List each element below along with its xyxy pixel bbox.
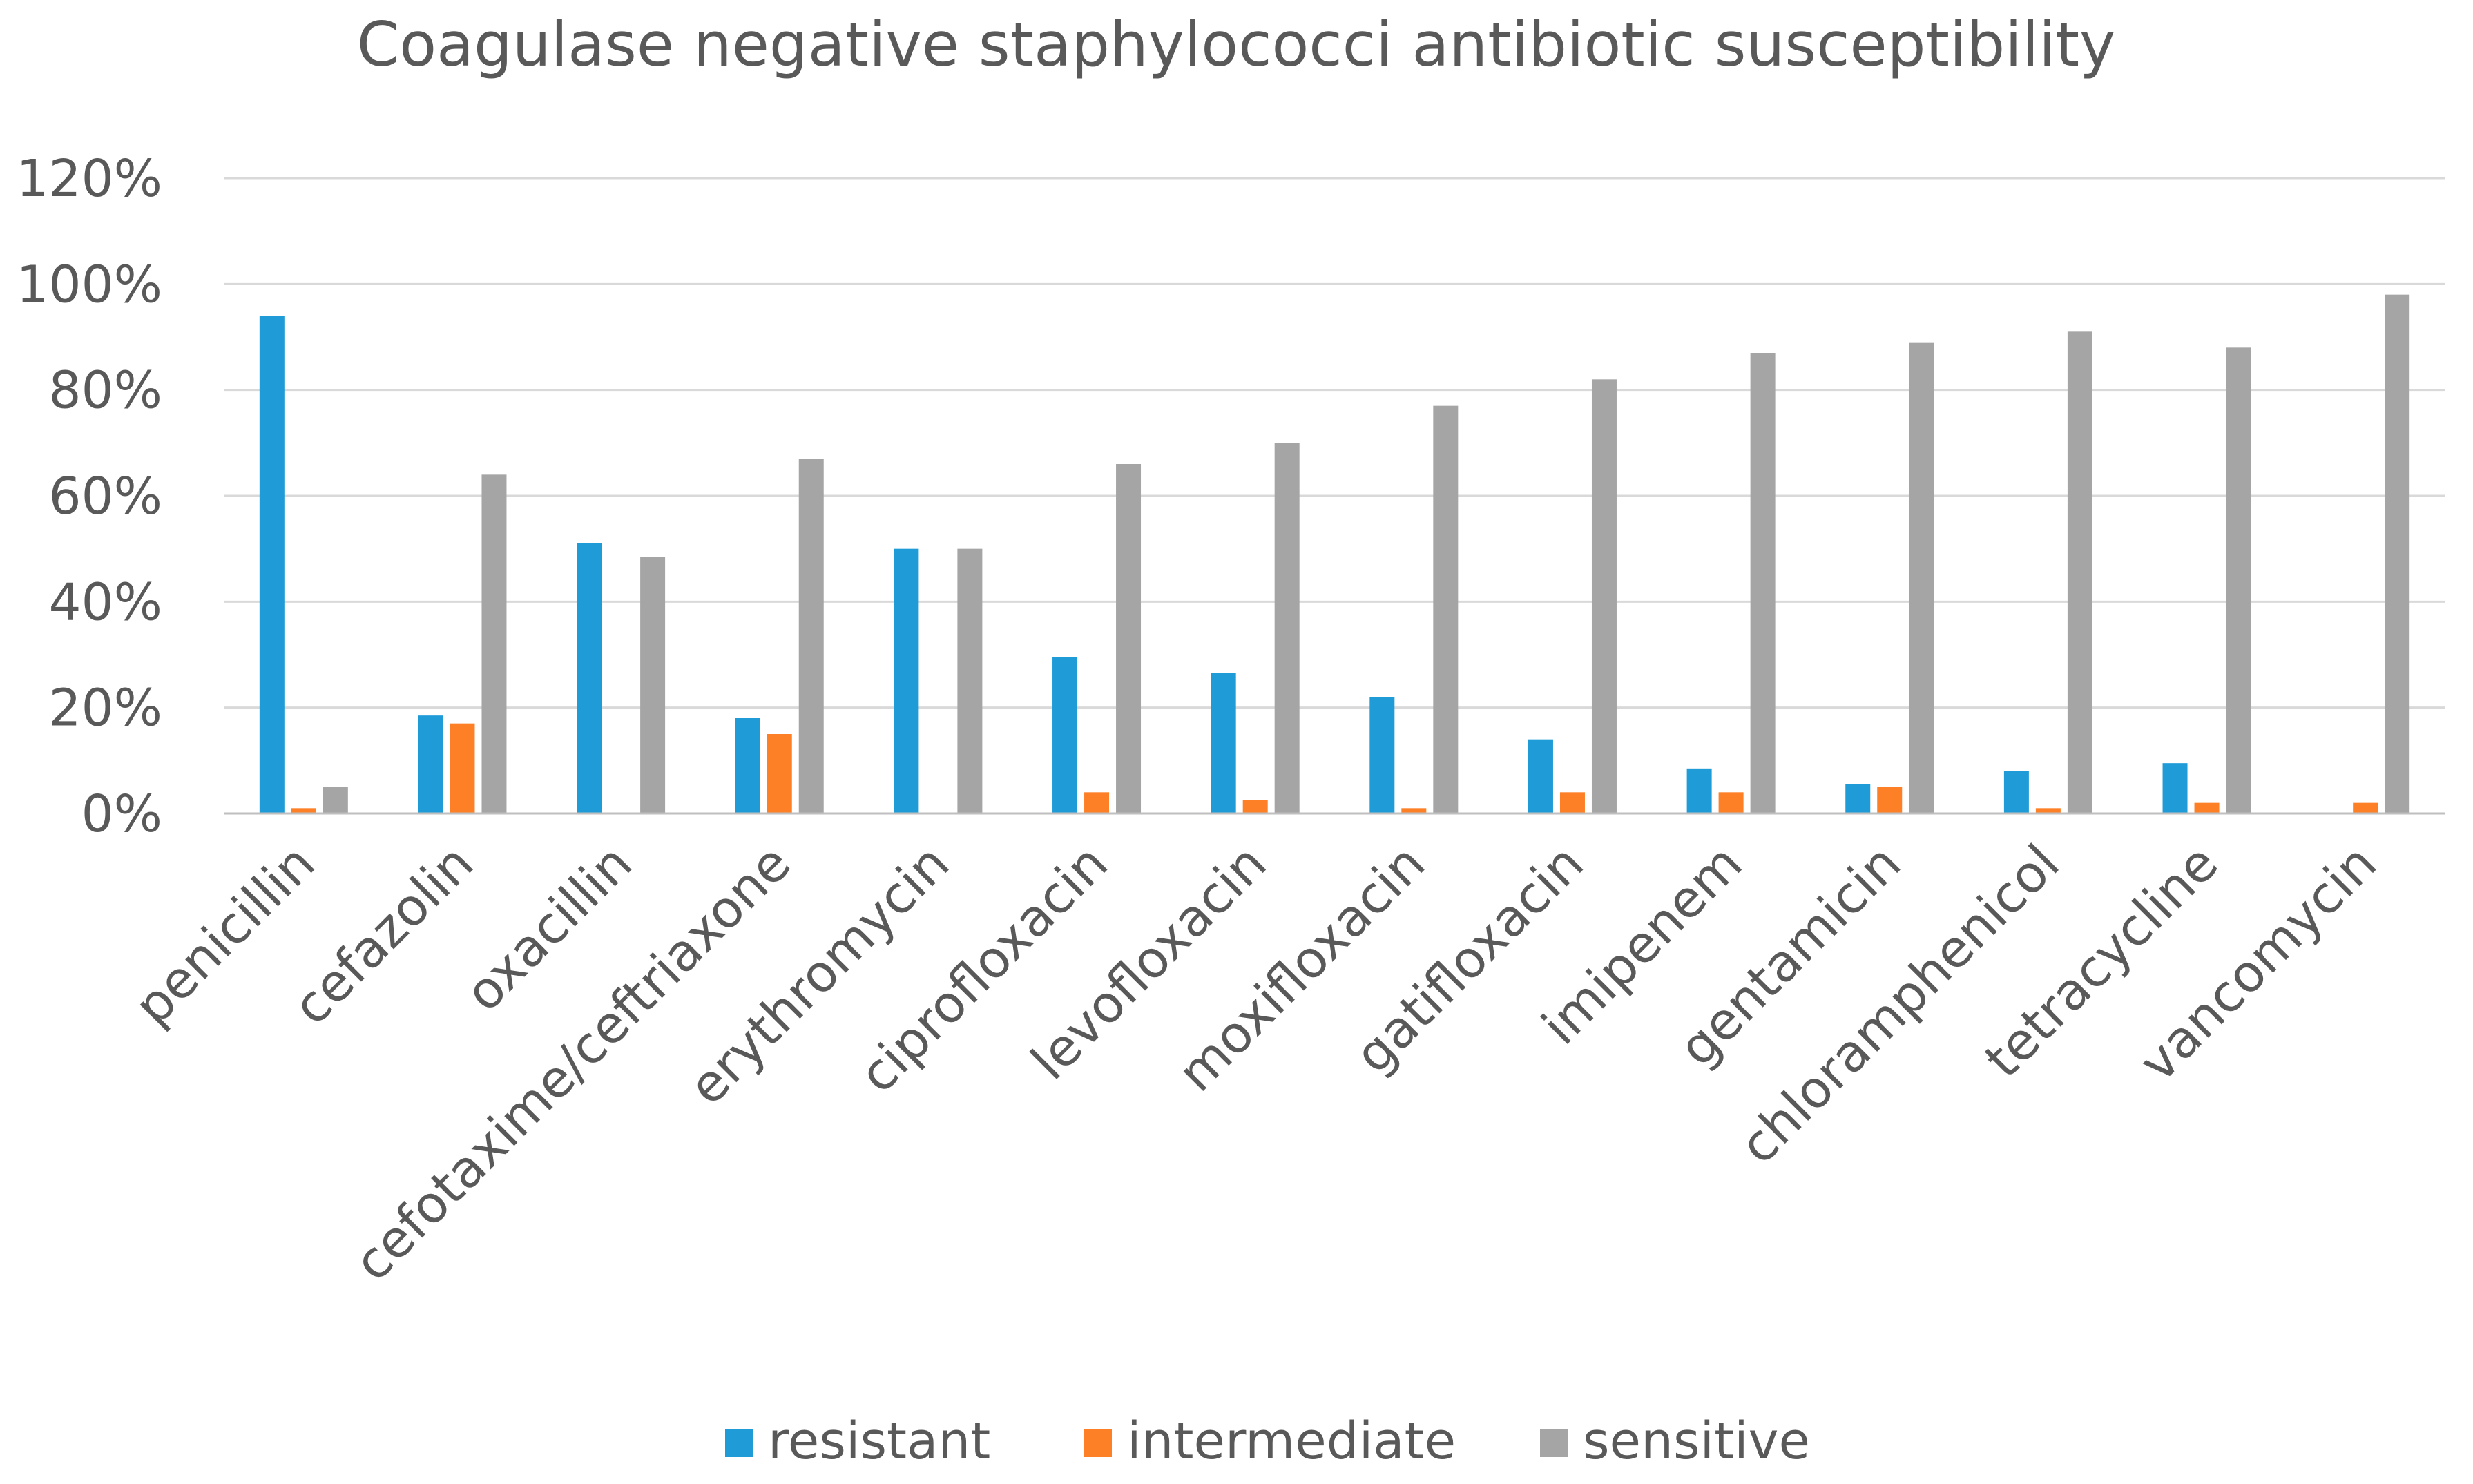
chart-title: Coagulase negative staphylococci antibio… [357, 9, 2115, 80]
bar-intermediate-imipenem [1718, 792, 1744, 813]
legend-label-resistant: resistant [768, 1411, 990, 1471]
bar-intermediate-gentamicin [1877, 787, 1903, 813]
y-tick-label: 120% [16, 149, 162, 209]
bar-resistant-gentamicin [1845, 784, 1871, 813]
bar-resistant-chloramphenicol [2003, 771, 2029, 813]
bars [259, 294, 2410, 814]
bar-sensitive-gentamicin [1909, 342, 1934, 814]
legend-swatch-intermediate [1084, 1429, 1112, 1457]
bar-sensitive-tetracycline [2226, 347, 2251, 813]
y-tick-label: 100% [16, 255, 162, 314]
y-tick-label: 20% [49, 679, 162, 738]
bar-intermediate-cefazolin [450, 723, 475, 813]
bar-sensitive-gatifloxacin [1591, 379, 1617, 813]
legend-swatch-resistant [725, 1429, 753, 1457]
legend-label-intermediate: intermediate [1127, 1411, 1456, 1471]
legend-swatch-sensitive [1540, 1429, 1568, 1457]
bar-resistant-cefotaxime-ceftriaxone [735, 718, 760, 813]
bar-resistant-erythromycin [894, 548, 919, 813]
bar-sensitive-cefazolin [481, 474, 507, 813]
y-tick-label: 80% [49, 361, 162, 421]
bar-resistant-tetracycline [2162, 763, 2188, 813]
bar-resistant-levofloxacin [1211, 673, 1236, 813]
bar-sensitive-vancomycin [2385, 294, 2410, 814]
y-tick-label: 60% [49, 467, 162, 526]
bar-sensitive-ciprofloxacin [1116, 464, 1142, 813]
bar-resistant-ciprofloxacin [1052, 657, 1078, 813]
bar-intermediate-penicillin [291, 808, 316, 813]
gridlines [224, 177, 2445, 709]
bar-resistant-cefazolin [418, 715, 443, 813]
bar-resistant-moxifloxacin [1369, 697, 1395, 813]
bar-sensitive-imipenem [1750, 353, 1776, 813]
bar-intermediate-vancomycin [2353, 802, 2378, 813]
bar-sensitive-levofloxacin [1274, 443, 1300, 813]
legend: resistant intermediate sensitive [725, 1411, 1810, 1471]
bar-resistant-oxacillin [577, 543, 602, 813]
category-labels: penicillincefazolinoxacillincefotaxime/c… [124, 833, 2388, 1293]
bar-intermediate-gatifloxacin [1559, 792, 1585, 813]
bar-resistant-penicillin [259, 316, 285, 813]
bar-intermediate-cefotaxime-ceftriaxone [767, 734, 792, 813]
bar-intermediate-ciprofloxacin [1084, 792, 1110, 813]
bar-sensitive-chloramphenicol [2067, 331, 2092, 813]
bar-intermediate-moxifloxacin [1401, 808, 1427, 813]
bar-resistant-imipenem [1686, 768, 1712, 813]
bar-sensitive-penicillin [323, 787, 348, 813]
bar-sensitive-moxifloxacin [1433, 405, 1459, 813]
bar-sensitive-erythromycin [957, 548, 983, 813]
bar-intermediate-tetracycline [2194, 802, 2220, 813]
legend-label-sensitive: sensitive [1583, 1411, 1810, 1471]
bar-sensitive-oxacillin [640, 557, 666, 813]
y-tick-label: 40% [49, 572, 162, 632]
bar-intermediate-levofloxacin [1242, 800, 1268, 813]
bar-sensitive-cefotaxime-ceftriaxone [798, 459, 824, 813]
y-tick-label: 0% [81, 784, 162, 844]
bar-resistant-gatifloxacin [1528, 739, 1553, 813]
bar-intermediate-chloramphenicol [2035, 808, 2061, 813]
y-axis-ticks: 0% 20% 40% 60% 80% 100% 120% [16, 149, 162, 844]
